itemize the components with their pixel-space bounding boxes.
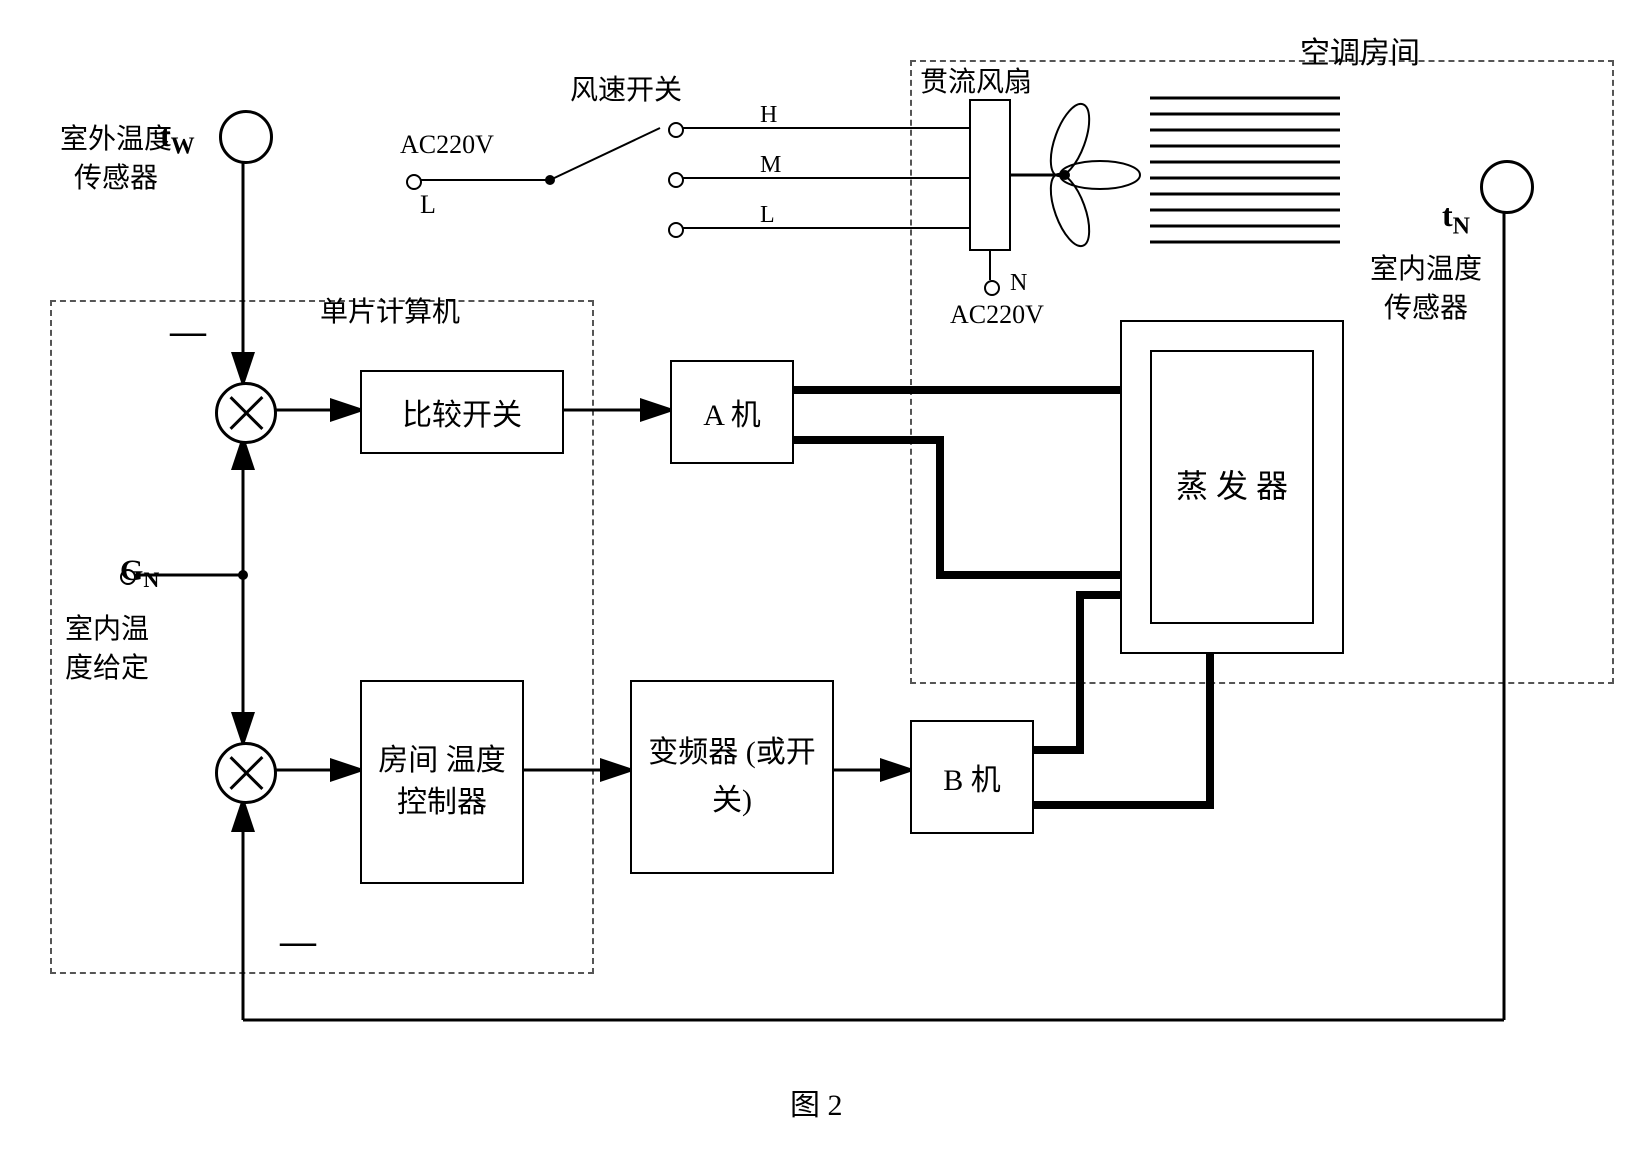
terminal-H <box>668 122 684 138</box>
fan-switch-label: 风速开关 <box>570 68 682 108</box>
ac-room-label: 空调房间 <box>1300 28 1420 72</box>
terminal-M <box>668 172 684 188</box>
terminal-L-src <box>406 174 422 190</box>
L2-label: L <box>760 202 775 229</box>
summing-junction-1 <box>215 382 277 444</box>
cross-fan-label: 贯流风扇 <box>920 60 1032 100</box>
a-machine-block: A 机 <box>670 360 794 464</box>
room-temp-ctrl-block: 房间 温度 控制器 <box>360 680 524 884</box>
terminal-N <box>984 280 1000 296</box>
figure-caption: 图 2 <box>790 1080 843 1124</box>
tw-text: 室外温度 传感器 <box>60 120 172 198</box>
ac220v-n-label: AC220V <box>950 300 1044 330</box>
gn-text: 室内温 度给定 <box>65 610 149 688</box>
evaporator-inner: 蒸 发 器 <box>1150 350 1314 624</box>
room-temp-ctrl-label: 房间 温度 控制器 <box>362 740 522 824</box>
wiring-svg <box>20 20 1620 1140</box>
H-label: H <box>760 102 777 129</box>
inverter-block: 变频器 (或开关) <box>630 680 834 874</box>
ac220v-label: AC220V <box>400 130 494 160</box>
L-label: L <box>420 190 436 220</box>
mcu-label: 单片计算机 <box>320 290 460 330</box>
minus-2: — <box>280 920 316 962</box>
minus-1: — <box>170 310 206 352</box>
N-label: N <box>1010 270 1027 297</box>
diagram-canvas: 比较开关 A 机 房间 温度 控制器 变频器 (或开关) B 机 蒸 发 器 t… <box>20 20 1620 1140</box>
terminal-L2 <box>668 222 684 238</box>
compare-switch-label: 比较开关 <box>402 390 522 434</box>
inverter-label: 变频器 (或开关) <box>632 729 832 825</box>
summing-junction-2 <box>215 742 277 804</box>
b-machine-block: B 机 <box>910 720 1034 834</box>
M-label: M <box>760 152 781 179</box>
tn-sensor <box>1480 160 1534 214</box>
tn-text: 室内温度 传感器 <box>1370 250 1482 328</box>
evaporator-label: 蒸 发 器 <box>1176 458 1288 516</box>
a-machine-label: A 机 <box>703 390 761 434</box>
b-machine-label: B 机 <box>943 755 1001 799</box>
compare-switch-block: 比较开关 <box>360 370 564 454</box>
tw-sensor <box>219 110 273 164</box>
